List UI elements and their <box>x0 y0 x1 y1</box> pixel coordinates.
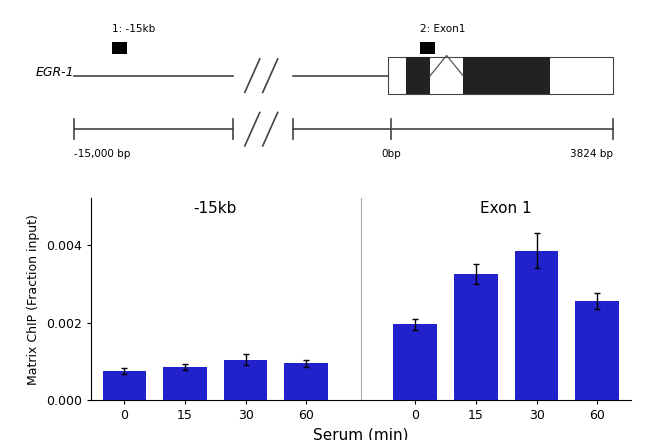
Text: Exon 1: Exon 1 <box>480 201 532 216</box>
Bar <box>163 367 207 400</box>
Bar <box>284 363 328 400</box>
Text: 2: Exon1: 2: Exon1 <box>420 24 465 34</box>
Bar <box>393 324 437 400</box>
Text: EGR-1: EGR-1 <box>36 66 74 79</box>
Bar <box>224 359 267 400</box>
Bar <box>388 57 612 94</box>
Text: 0bp: 0bp <box>382 149 401 159</box>
Bar <box>515 250 558 400</box>
Bar <box>406 57 430 94</box>
Bar <box>454 274 498 400</box>
Bar <box>575 301 619 400</box>
Y-axis label: Matrix ChIP (Fraction input): Matrix ChIP (Fraction input) <box>27 214 40 385</box>
Text: -15kb: -15kb <box>194 201 237 216</box>
Text: -15,000 bp: -15,000 bp <box>74 149 131 159</box>
Bar <box>463 57 550 94</box>
X-axis label: Serum (min): Serum (min) <box>313 428 408 440</box>
Bar <box>112 42 127 54</box>
Bar <box>103 371 146 400</box>
Bar <box>420 42 435 54</box>
Text: 3824 bp: 3824 bp <box>569 149 612 159</box>
Text: 1: -15kb: 1: -15kb <box>112 24 155 34</box>
